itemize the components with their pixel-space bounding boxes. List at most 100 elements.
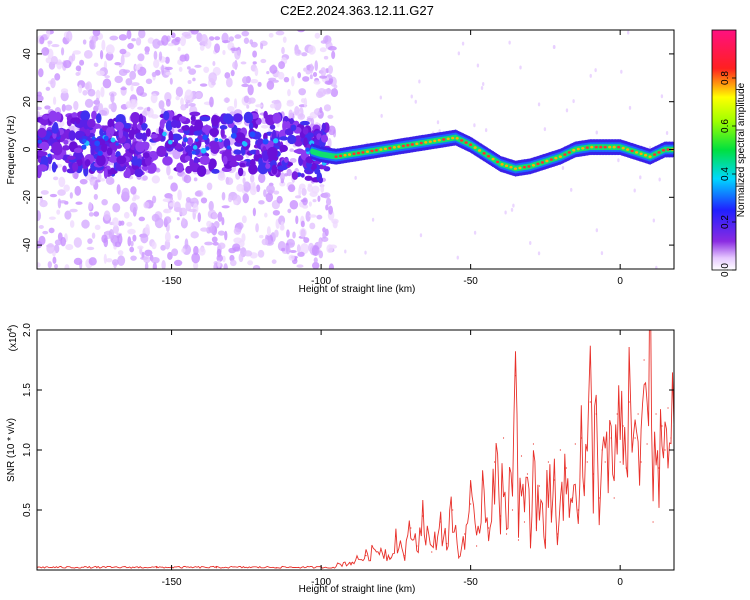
heatmap-cell — [68, 130, 76, 141]
heatmap-speckle — [519, 65, 522, 70]
heatmap-cell — [80, 110, 91, 122]
heatmap-cell — [106, 169, 118, 175]
heatmap-speckle — [250, 79, 259, 84]
y-tick-label: 1.5 — [22, 383, 33, 397]
snr-point — [634, 437, 636, 439]
heatmap-speckle — [151, 175, 160, 184]
heatmap-speckle — [283, 173, 289, 177]
heatmap-cell — [150, 133, 158, 139]
heatmap-speckle — [60, 47, 65, 56]
heatmap-speckle — [125, 78, 133, 86]
snr-point — [476, 545, 478, 547]
heatmap-speckle — [186, 66, 191, 70]
heatmap-speckle — [171, 248, 179, 257]
heatmap-cell — [271, 164, 278, 175]
heatmap-speckle — [117, 255, 126, 266]
heatmap-speckle — [152, 262, 157, 269]
heatmap-speckle — [120, 54, 125, 66]
heatmap-speckle — [512, 203, 515, 208]
heatmap-speckle — [222, 255, 226, 263]
heatmap-speckle — [199, 45, 205, 51]
ridge-peak — [554, 156, 558, 160]
snr-point — [452, 509, 454, 511]
ridge-peak — [558, 155, 562, 158]
heatmap-speckle — [75, 65, 82, 72]
heatmap-speckle — [63, 184, 70, 192]
heatmap-cell — [76, 158, 83, 167]
heatmap-cell — [189, 158, 195, 168]
heatmap-speckle — [65, 244, 74, 251]
heatmap-speckle — [151, 213, 160, 222]
heatmap-cell — [145, 128, 151, 137]
heatmap-speckle — [57, 189, 66, 196]
heatmap-cell — [191, 150, 196, 155]
heatmap-speckle — [266, 80, 275, 90]
heatmap-speckle — [296, 244, 301, 254]
heatmap-cell — [219, 125, 228, 130]
heatmap-cell — [267, 146, 278, 159]
heatmap-speckle — [192, 203, 199, 214]
heatmap-cell — [163, 110, 170, 121]
ridge-peak — [442, 138, 446, 141]
heatmap-speckle — [119, 48, 127, 55]
heatmap-cell — [287, 134, 297, 145]
heatmap-speckle — [364, 250, 367, 255]
ridge-peak — [374, 148, 379, 152]
heatmap-speckle — [151, 241, 157, 250]
ridge-peak — [630, 149, 634, 153]
heatmap-speckle — [143, 201, 150, 209]
heatmap-speckle — [298, 88, 307, 96]
heatmap-speckle — [570, 187, 573, 192]
heatmap-speckle — [326, 244, 334, 254]
heatmap-speckle — [192, 77, 196, 82]
heatmap-speckle — [194, 190, 202, 197]
heatmap-speckle — [144, 262, 149, 269]
heatmap-speckle — [289, 200, 299, 210]
snr-point — [538, 485, 541, 487]
heatmap-cell — [94, 140, 101, 147]
heatmap-speckle — [177, 47, 181, 52]
heatmap-speckle — [480, 85, 484, 90]
heatmap-speckle — [233, 98, 238, 109]
heatmap-cell — [114, 121, 124, 131]
heatmap-cell — [96, 113, 102, 124]
heatmap-speckle — [330, 88, 339, 98]
heatmap-speckle — [130, 240, 134, 247]
heatmap-speckle — [354, 175, 357, 180]
heatmap-cell — [125, 167, 131, 179]
heatmap-cell — [135, 141, 146, 153]
snr-point — [607, 479, 609, 481]
colorbar-tick-label: 0.4 — [720, 167, 731, 181]
heatmap-speckle — [108, 229, 115, 240]
heatmap-speckle — [45, 57, 52, 64]
heatmap-speckle — [223, 97, 231, 103]
ridge-peak — [513, 167, 518, 170]
heatmap-cell — [210, 142, 220, 154]
heatmap-cell — [103, 167, 108, 179]
heatmap-cell — [186, 137, 194, 146]
heatmap-cell — [42, 114, 49, 120]
heatmap-speckle — [206, 220, 212, 228]
heatmap-speckle — [216, 254, 224, 262]
heatmap-speckle — [620, 69, 623, 74]
heatmap-speckle — [254, 266, 259, 269]
heatmap-speckle — [117, 250, 124, 256]
heatmap-cell — [305, 147, 310, 152]
heatmap-cell — [96, 154, 106, 167]
ridge-peak — [666, 148, 670, 151]
snr-point — [499, 515, 502, 517]
heatmap-cell — [232, 113, 243, 123]
heatmap-speckle — [319, 106, 323, 114]
heatmap-speckle — [130, 82, 140, 87]
snr-point — [431, 551, 433, 553]
heatmap-speckle — [309, 222, 316, 230]
ridge-peak — [576, 147, 580, 151]
heatmap-cell — [269, 124, 276, 130]
heatmap-speckle — [222, 40, 231, 44]
heatmap-speckle — [200, 197, 208, 204]
y-tick-label: -20 — [22, 190, 33, 205]
heatmap-cell — [285, 121, 291, 129]
x-tick-label: -50 — [463, 276, 478, 287]
heatmap-speckle — [271, 64, 276, 71]
ridge-peak — [545, 159, 549, 163]
